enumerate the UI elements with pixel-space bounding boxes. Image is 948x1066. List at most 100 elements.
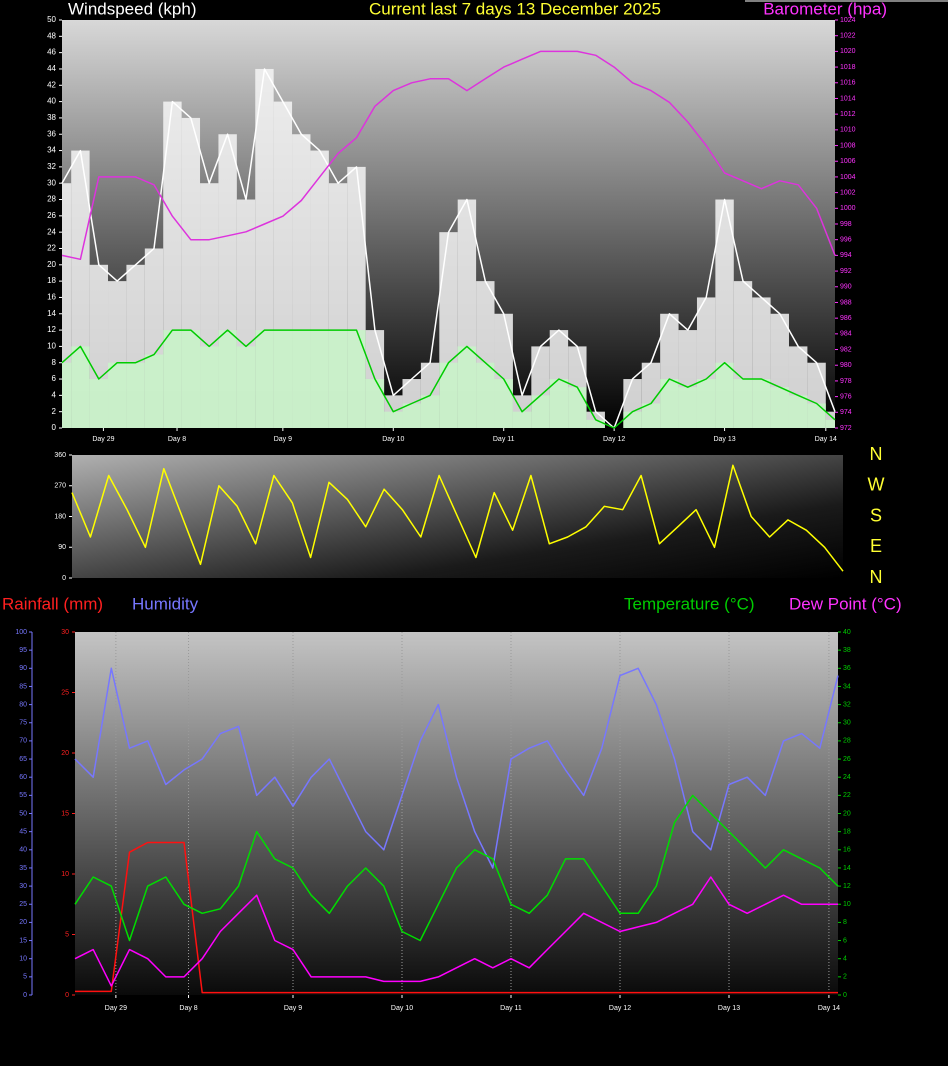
y-tick-label: 270 xyxy=(54,483,66,490)
y3-tick-label: 60 xyxy=(19,774,27,781)
bar xyxy=(512,411,532,428)
compass-label: N xyxy=(870,444,883,464)
y2-tick-label: 972 xyxy=(840,425,852,432)
y3-tick-label: 65 xyxy=(19,756,27,763)
y2-tick-label: 18 xyxy=(843,828,851,835)
y2-tick-label: 10 xyxy=(843,901,851,908)
compass-label: W xyxy=(868,475,885,495)
bar xyxy=(163,330,182,428)
bar xyxy=(660,379,679,428)
series-line xyxy=(71,464,844,572)
y-tick-label: 16 xyxy=(47,293,56,302)
y2-tick-label: 12 xyxy=(843,883,851,890)
x-tick-label: Day 10 xyxy=(391,1005,413,1012)
climate-chart: 0510152025300510152025303540455055606570… xyxy=(15,629,851,1012)
bar xyxy=(733,379,753,428)
bar xyxy=(218,330,237,428)
bar xyxy=(273,330,293,428)
bar xyxy=(457,346,477,428)
bar xyxy=(641,403,661,428)
y2-tick-label: 998 xyxy=(840,221,852,228)
bar xyxy=(825,419,835,428)
y2-tick-label: 16 xyxy=(843,847,851,854)
y-tick-label: 36 xyxy=(47,129,56,138)
y3-tick-label: 5 xyxy=(23,974,27,981)
y2-tick-label: 1022 xyxy=(840,33,856,40)
y3-tick-label: 100 xyxy=(15,629,27,636)
y2-tick-label: 988 xyxy=(840,299,852,306)
bar xyxy=(402,403,421,428)
x-tick-label: Day 11 xyxy=(500,1005,522,1012)
y3-tick-label: 90 xyxy=(19,665,27,672)
bar xyxy=(678,387,697,428)
y3-tick-label: 85 xyxy=(19,683,27,690)
y-tick-label: 180 xyxy=(54,513,66,520)
series-line xyxy=(75,841,838,994)
bar xyxy=(770,387,789,428)
bar xyxy=(126,362,145,428)
series-line xyxy=(74,667,839,869)
y2-tick-label: 4 xyxy=(843,956,847,963)
x-tick-label: Day 13 xyxy=(713,436,735,443)
y2-tick-label: 28 xyxy=(843,738,851,745)
y3-tick-label: 30 xyxy=(19,883,27,890)
bar xyxy=(494,379,513,428)
bar xyxy=(292,330,311,428)
y2-tick-label: 978 xyxy=(840,378,852,385)
y-tick-label: 24 xyxy=(47,227,56,236)
y2-tick-label: 6 xyxy=(843,937,847,944)
y2-axis-title: Barometer (hpa) xyxy=(763,0,887,18)
y-tick-label: 6 xyxy=(52,374,57,383)
y2-tick-label: 14 xyxy=(843,865,851,872)
y-tick-label: 38 xyxy=(47,113,56,122)
y2-tick-label: 1018 xyxy=(840,64,856,71)
y2-tick-label: 1000 xyxy=(840,205,856,212)
y2-tick-label: 34 xyxy=(843,683,851,690)
y2-tick-label: 996 xyxy=(840,237,852,244)
y-tick-label: 25 xyxy=(61,689,69,696)
y-tick-label: 48 xyxy=(47,31,56,40)
y2-tick-label: 994 xyxy=(840,252,852,259)
bar xyxy=(71,346,90,428)
y-tick-label: 42 xyxy=(47,80,56,89)
y3-tick-label: 95 xyxy=(19,647,27,654)
bar xyxy=(89,379,109,428)
compass-label: N xyxy=(870,567,883,587)
y-tick-label: 30 xyxy=(47,178,56,187)
y2-tick-label: 974 xyxy=(840,409,852,416)
y-tick-label: 40 xyxy=(47,97,56,106)
y-tick-label: 22 xyxy=(47,244,56,253)
y3-tick-label: 35 xyxy=(19,865,27,872)
series-title: Temperature (°C) xyxy=(624,594,755,613)
bar xyxy=(623,411,642,428)
series-title: Dew Point (°C) xyxy=(789,594,902,613)
bar xyxy=(144,354,164,428)
y2-tick-label: 38 xyxy=(843,647,851,654)
y2-tick-label: 1016 xyxy=(840,80,856,87)
y-tick-label: 14 xyxy=(47,309,56,318)
x-tick-label: Day 9 xyxy=(284,1005,302,1012)
y-tick-label: 30 xyxy=(61,629,69,636)
y-tick-label: 46 xyxy=(47,48,56,57)
bar xyxy=(384,411,403,428)
y3-tick-label: 10 xyxy=(19,956,27,963)
series-line xyxy=(61,68,836,429)
y2-tick-label: 984 xyxy=(840,331,852,338)
compass-label: E xyxy=(870,536,882,556)
y3-tick-label: 70 xyxy=(19,738,27,745)
y-tick-label: 12 xyxy=(47,325,56,334)
y-tick-label: 10 xyxy=(61,871,69,878)
y2-tick-label: 32 xyxy=(843,701,851,708)
x-tick-label: Day 12 xyxy=(603,436,625,443)
y2-tick-label: 1006 xyxy=(840,158,856,165)
series-line xyxy=(74,794,839,942)
y-tick-label: 0 xyxy=(52,423,57,432)
y3-tick-label: 75 xyxy=(19,720,27,727)
y2-tick-label: 990 xyxy=(840,284,852,291)
bar xyxy=(420,395,440,428)
bar xyxy=(568,387,587,428)
series-line xyxy=(61,329,836,429)
y2-tick-label: 20 xyxy=(843,810,851,817)
bar xyxy=(236,346,256,428)
